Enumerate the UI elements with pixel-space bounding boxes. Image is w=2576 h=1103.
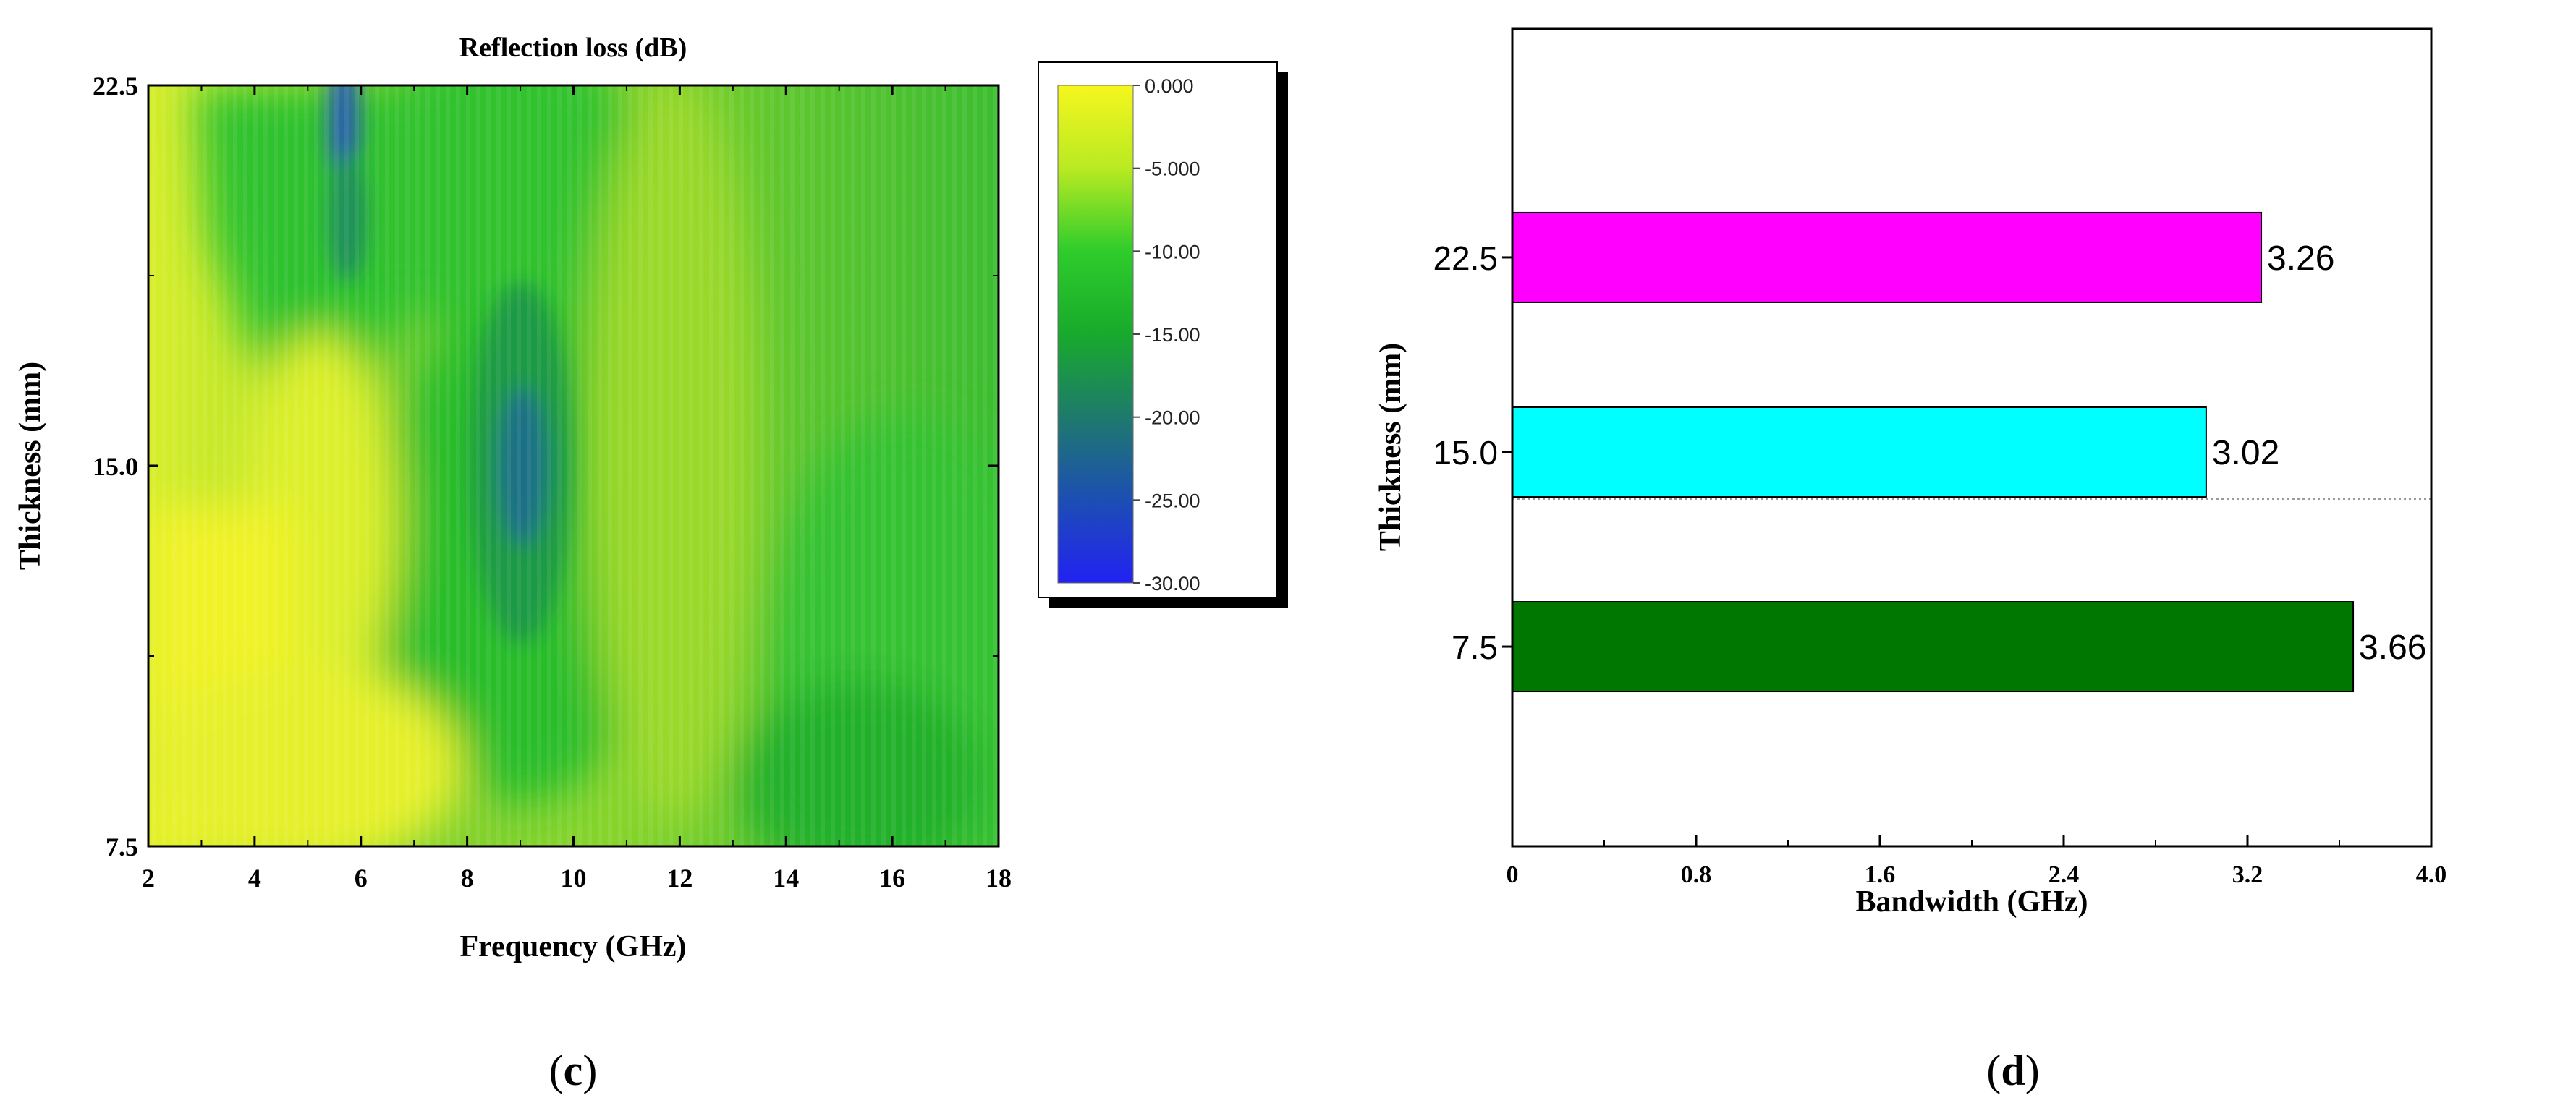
bar-x-tick-label: 0.8 — [1681, 861, 1712, 888]
heatmap-panel: Reflection loss (dB) — [14, 33, 1288, 1094]
heatmap-x-tick-label: 8 — [461, 864, 474, 893]
heatmap-x-tick-label: 2 — [142, 864, 155, 893]
bar-x-ticks: 0 0.8 1.6 2.4 3.2 4.0 — [1507, 835, 2447, 888]
bar-thickness-15.0 — [1512, 406, 2207, 498]
heatmap-y-tick-label: 22.5 — [93, 72, 138, 101]
heatmap-field — [148, 85, 999, 846]
bar-x-tick-label: 3.2 — [2232, 861, 2263, 888]
panel-label-d: (d) — [1986, 1047, 2039, 1094]
colorbar-label: -30.00 — [1145, 573, 1200, 595]
bar-x-tick-label: 2.4 — [2048, 861, 2080, 888]
bar-y-axis-label: Thickness (mm) — [1374, 343, 1407, 551]
bar-data-label: 3.02 — [2212, 434, 2279, 472]
heatmap-x-tick-label: 14 — [773, 864, 799, 893]
heatmap-x-axis-label: Frequency (GHz) — [460, 930, 687, 963]
heatmap-x-tick-label: 12 — [666, 864, 692, 893]
heatmap-x-tick-label: 4 — [248, 864, 261, 893]
heatmap-x-tick-label: 18 — [986, 864, 1012, 893]
heatmap-y-tick-label: 7.5 — [106, 832, 138, 861]
colorbar-label: -10.00 — [1145, 241, 1200, 263]
colorbar-labels: 0.000 -5.000 -10.00 -15.00 -20.00 -25.00 -30.0… — [1133, 75, 1200, 595]
bar-x-tick-label: 1.6 — [1865, 861, 1896, 888]
heatmap-x-tick-label: 10 — [561, 864, 587, 893]
bar-y-tick-label: 7.5 — [1452, 629, 1498, 666]
heatmap-x-tick-label: 16 — [879, 864, 905, 893]
bars: 3.66 3.02 3.26 — [1512, 211, 2426, 693]
colorbar-label: -25.00 — [1145, 490, 1200, 511]
heatmap-title: Reflection loss (dB) — [459, 33, 687, 63]
colorbar-label: 0.000 — [1145, 75, 1194, 97]
colorbar-label: -20.00 — [1145, 407, 1200, 429]
panel-label-c: (c) — [549, 1047, 598, 1094]
bar-x-tick-label: 4.0 — [2416, 861, 2447, 888]
bar-thickness-22.5 — [1512, 211, 2263, 303]
bar-data-label: 3.66 — [2359, 629, 2426, 667]
bar-y-tick-label: 15.0 — [1433, 434, 1498, 472]
heatmap-x-tick-label: 6 — [355, 864, 368, 893]
bar-data-label: 3.26 — [2267, 239, 2334, 278]
bar-x-tick-label: 0 — [1507, 861, 1519, 888]
colorbar-label: -15.00 — [1145, 324, 1200, 346]
vertical-banding — [148, 85, 999, 846]
colorbar-legend: 0.000 -5.000 -10.00 -15.00 -20.00 -25.00 -30.0… — [1038, 61, 1288, 608]
colorbar-label: -5.000 — [1145, 158, 1200, 180]
bar-thickness-7.5 — [1512, 601, 2355, 693]
heatmap-x-ticks: 2 4 6 8 10 12 14 16 18 — [142, 85, 1012, 893]
bar-panel: 3.66 3.02 3.26 0 0.8 1.6 2.4 3.2 4.0 7.5 15.0 22.… — [1374, 27, 2447, 1094]
bar-y-tick-label: 22.5 — [1433, 239, 1498, 277]
heatmap-y-ticks: 7.5 15.0 22.5 — [93, 72, 999, 861]
colorbar-gradient — [1057, 85, 1134, 584]
bar-y-ticks: 7.5 15.0 22.5 — [1433, 239, 1512, 666]
heatmap-y-tick-label: 15.0 — [93, 452, 138, 481]
heatmap-y-axis-label: Thickness (mm) — [14, 362, 47, 570]
bar-x-axis-label: Bandwidth (GHz) — [1856, 885, 2088, 919]
